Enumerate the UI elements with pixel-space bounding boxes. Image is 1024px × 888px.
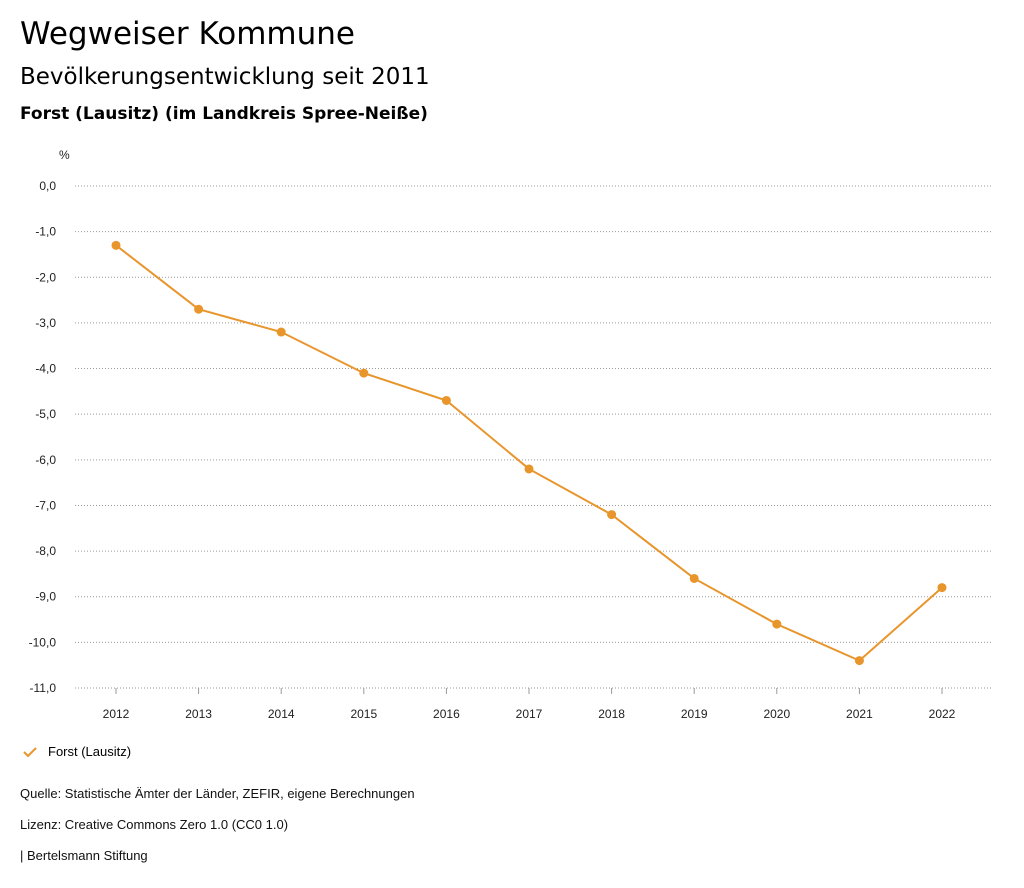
source-note: Quelle: Statistische Ämter der Länder, Z… xyxy=(20,786,415,801)
y-tick-label: -11,0 xyxy=(30,681,57,695)
x-tick-label: 2019 xyxy=(681,707,708,721)
region-name: Forst (Lausitz) (im Landkreis Spree-Neiß… xyxy=(20,104,428,124)
y-axis-label: % xyxy=(59,148,70,162)
y-tick-label: -6,0 xyxy=(35,453,56,467)
line-chart: % 0,0 -1,0 -2,0 -3,0 -4,0 -5,0 -6,0 -7,0 -8,0 -9,… xyxy=(29,148,993,721)
series-forst xyxy=(111,240,947,666)
x-tick-label: 2014 xyxy=(268,707,295,721)
data-point[interactable] xyxy=(607,510,617,520)
y-tick-label: -4,0 xyxy=(35,362,56,376)
page-title: Wegweiser Kommune xyxy=(20,16,355,52)
y-tick-label: -1,0 xyxy=(35,225,56,239)
data-point[interactable] xyxy=(276,327,286,337)
data-point[interactable] xyxy=(689,573,699,583)
y-tick-label: -9,0 xyxy=(35,590,56,604)
x-tick-label: 2016 xyxy=(433,707,460,721)
data-point[interactable] xyxy=(111,240,121,250)
y-tick-label: -2,0 xyxy=(35,270,56,284)
x-tick-label: 2021 xyxy=(846,707,873,721)
x-tick-label: 2022 xyxy=(929,707,956,721)
check-icon xyxy=(23,746,37,757)
x-tick-label: 2013 xyxy=(185,707,212,721)
x-axis: 2012 2013 2014 2015 2016 2017 2018 2019 2020 2021… xyxy=(103,688,956,721)
legend[interactable]: Forst (Lausitz) xyxy=(22,744,131,759)
y-tick-label: -5,0 xyxy=(35,407,56,421)
grid-lines xyxy=(75,185,993,689)
publisher-note: | Bertelsmann Stiftung xyxy=(20,848,148,863)
data-point[interactable] xyxy=(772,619,782,629)
data-point[interactable] xyxy=(937,583,947,593)
x-tick-label: 2017 xyxy=(516,707,543,721)
y-tick-label: 0,0 xyxy=(39,179,56,193)
series-line xyxy=(115,244,943,662)
x-tick-label: 2015 xyxy=(350,707,377,721)
y-tick-label: -7,0 xyxy=(35,498,56,512)
data-point[interactable] xyxy=(524,464,534,474)
y-tick-label: -8,0 xyxy=(35,544,56,558)
data-point[interactable] xyxy=(854,656,864,666)
y-tick-label: -10,0 xyxy=(29,635,57,649)
data-point[interactable] xyxy=(359,368,369,378)
license-note: Lizenz: Creative Commons Zero 1.0 (CC0 1… xyxy=(20,817,289,832)
data-point[interactable] xyxy=(194,304,204,314)
y-tick-label: -3,0 xyxy=(35,316,56,330)
x-tick-label: 2012 xyxy=(103,707,130,721)
legend-label: Forst (Lausitz) xyxy=(48,744,132,759)
x-tick-label: 2018 xyxy=(598,707,625,721)
chart-subtitle: Bevölkerungsentwicklung seit 2011 xyxy=(20,64,430,90)
data-point[interactable] xyxy=(441,395,451,405)
x-tick-label: 2020 xyxy=(763,707,790,721)
y-axis: 0,0 -1,0 -2,0 -3,0 -4,0 -5,0 -6,0 -7,0 -8,0 -9,0 -… xyxy=(29,179,57,695)
